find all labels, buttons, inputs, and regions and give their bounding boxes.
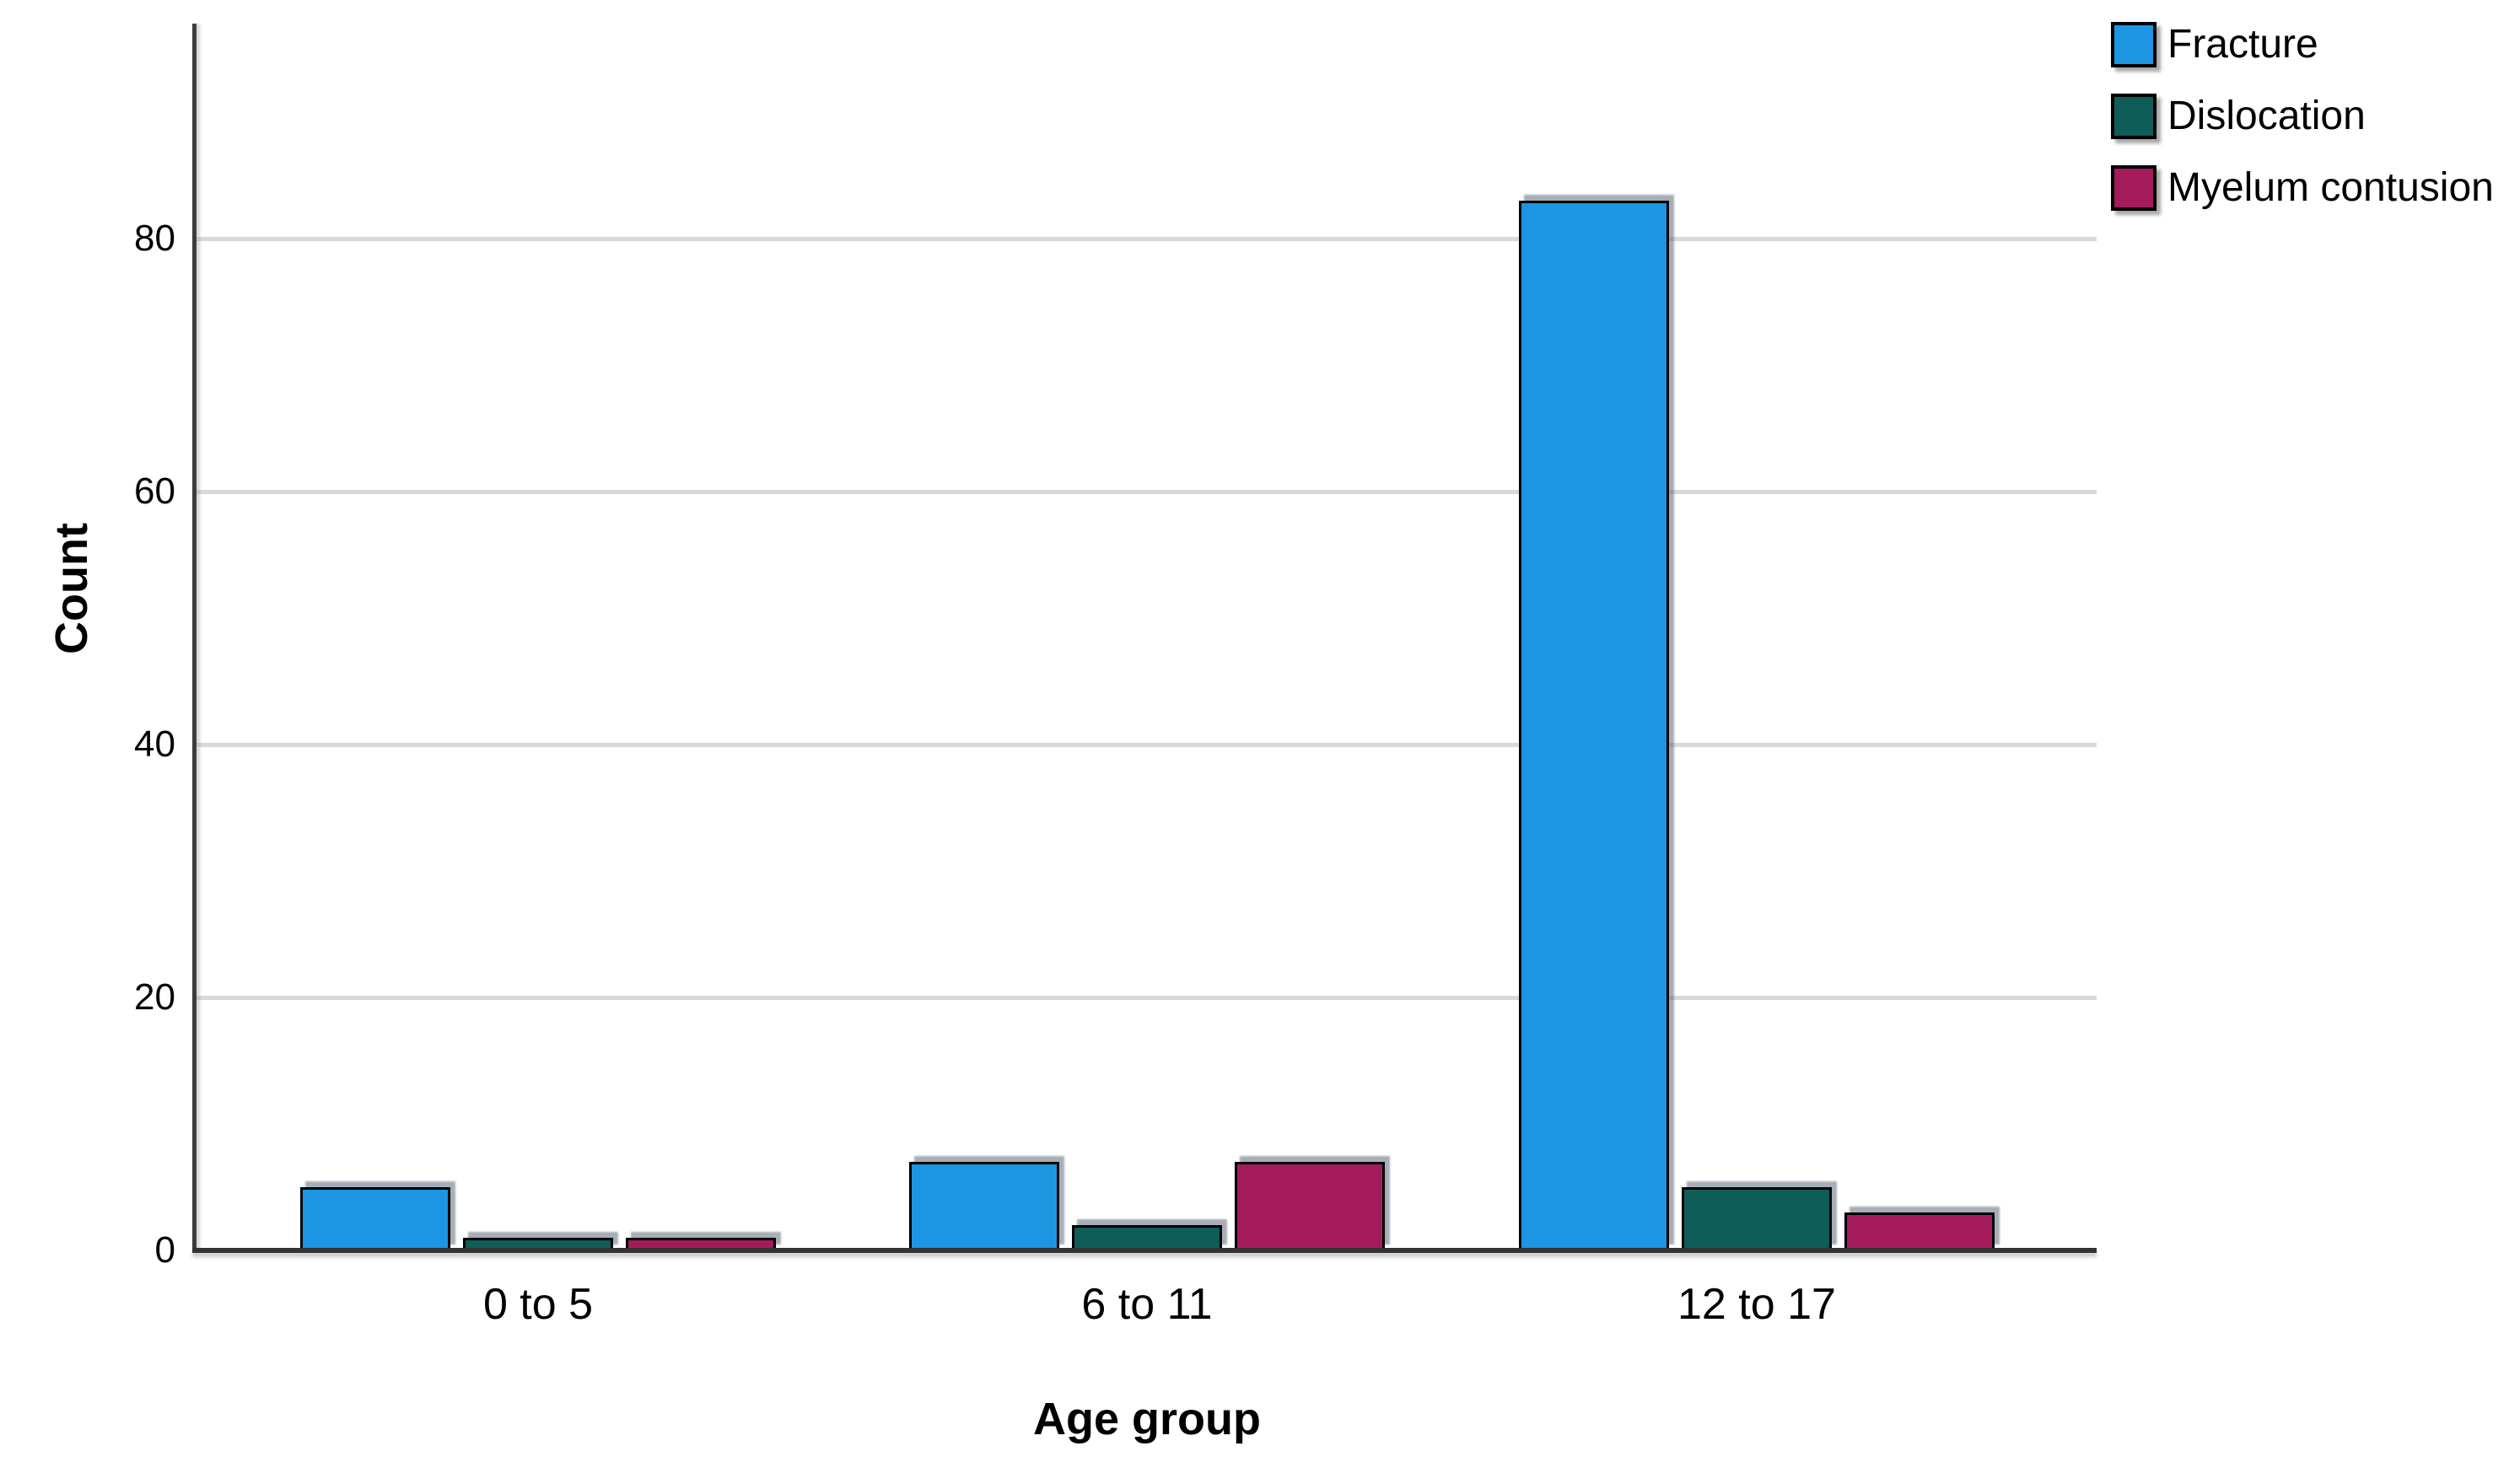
- bar-dislocation-6-to-11: [1072, 1225, 1222, 1250]
- x-axis-line: [192, 1248, 2097, 1253]
- category-label-6-to-11: 6 to 11: [1081, 1280, 1213, 1329]
- ytick-label-0: 0: [154, 1229, 175, 1271]
- ytick-label-40: 40: [134, 723, 175, 765]
- gridline-20: [196, 996, 2097, 1000]
- y-axis-title: Count: [46, 523, 97, 654]
- legend-label-fracture: Fracture: [2167, 22, 2318, 67]
- ytick-label-20: 20: [134, 976, 175, 1018]
- x-axis-title: Age group: [1033, 1394, 1261, 1444]
- bar-fracture-12-to-17: [1519, 201, 1669, 1250]
- legend-label-dislocation: Dislocation: [2167, 94, 2366, 138]
- legend-row-fracture: Fracture: [2111, 22, 2494, 67]
- legend-swatch-myelum-contusion: [2111, 165, 2157, 211]
- gridline-40: [196, 743, 2097, 747]
- bar-myelum-contusion-12-to-17: [1844, 1212, 1995, 1250]
- bar-myelum-contusion-6-to-11: [1235, 1162, 1385, 1250]
- y-axis-line: [192, 24, 197, 1252]
- legend-label-myelum-contusion: Myelum contusion: [2167, 165, 2494, 210]
- bar-fracture-6-to-11: [909, 1162, 1059, 1250]
- legend: Fracture Dislocation Myelum contusion: [2111, 22, 2494, 237]
- legend-row-dislocation: Dislocation: [2111, 94, 2494, 139]
- category-label-12-to-17: 12 to 17: [1677, 1280, 1836, 1329]
- legend-row-myelum-contusion: Myelum contusion: [2111, 165, 2494, 211]
- gridline-80: [196, 237, 2097, 241]
- bar-dislocation-12-to-17: [1682, 1187, 1832, 1250]
- ytick-label-60: 60: [134, 470, 175, 512]
- category-label-0-to-5: 0 to 5: [482, 1280, 594, 1329]
- legend-swatch-dislocation: [2111, 94, 2157, 139]
- legend-swatch-fracture: [2111, 22, 2157, 67]
- bar-fracture-0-to-5: [300, 1187, 450, 1250]
- gridline-60: [196, 490, 2097, 494]
- plot-area: [196, 25, 2097, 1250]
- ytick-label-80: 80: [134, 218, 175, 259]
